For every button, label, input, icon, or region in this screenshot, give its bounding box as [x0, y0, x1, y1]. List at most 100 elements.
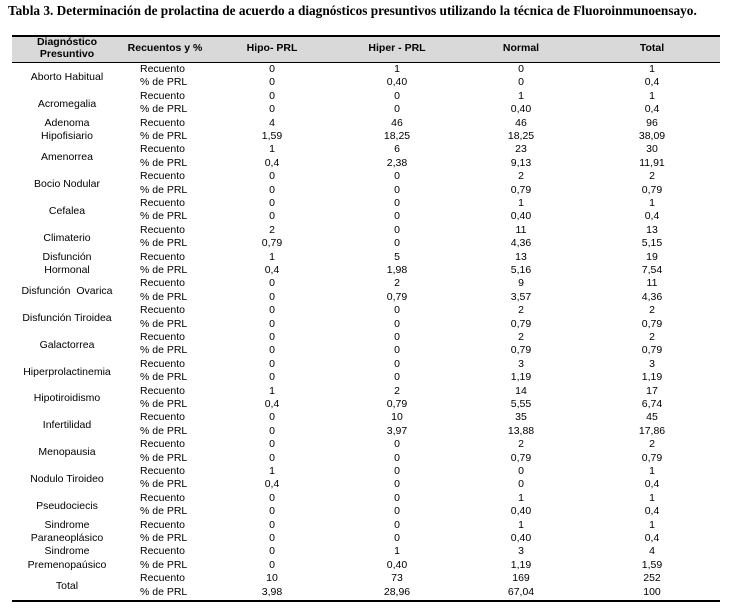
cell-value: 3	[518, 545, 524, 558]
cell-value: 0	[269, 344, 275, 357]
measure-label: % de PRL	[140, 585, 188, 598]
cell-value: 0,4	[644, 532, 660, 544]
cell-value: 0	[394, 451, 400, 464]
cell-value: 1,19	[510, 371, 532, 384]
cell-value: 1	[394, 63, 400, 75]
header-cell: Total	[639, 42, 665, 54]
cell-value: 2	[518, 438, 524, 451]
cell-value: 1	[269, 465, 275, 477]
measure-label: Recuento	[140, 438, 185, 451]
cell-value: 17	[646, 384, 658, 397]
cell-value: 0	[269, 76, 275, 89]
cell-value: 14	[515, 384, 527, 397]
diagnosis-label: Climaterio	[43, 231, 91, 244]
cell-value: 0	[394, 170, 400, 183]
cell-value: 11,91	[639, 156, 665, 169]
cell-value: 13,88	[507, 424, 535, 437]
cell-value: 9,13	[510, 156, 532, 169]
measure-label: % de PRL	[140, 344, 188, 357]
cell-value: 100	[643, 585, 661, 598]
header-cell: Presuntivo	[39, 48, 95, 60]
cell-value: 0	[394, 317, 400, 330]
header-cell: Normal	[502, 42, 540, 54]
header-cell: Recuentos y %	[127, 42, 203, 54]
cell-value: 1	[269, 250, 275, 263]
cell-value: 0,40	[510, 505, 532, 518]
cell-value: 45	[646, 411, 658, 424]
measure-label: % de PRL	[140, 237, 188, 250]
cell-value: 2	[649, 331, 655, 343]
cell-value: 0,79	[510, 183, 532, 196]
measure-label: Recuento	[140, 384, 185, 397]
header-rule	[12, 62, 720, 63]
cell-value: 46	[515, 116, 527, 129]
cell-value: 0	[269, 304, 275, 317]
cell-value: 0	[518, 465, 524, 477]
measure-label: Recuento	[140, 277, 185, 290]
cell-value: 1	[518, 89, 524, 102]
cell-value: 46	[391, 116, 403, 129]
cell-value: 1	[394, 545, 400, 558]
measure-label: Recuento	[140, 491, 185, 504]
cell-value: 0,40	[386, 558, 408, 571]
diagnosis-label: Hiperprolactinemia	[23, 365, 111, 378]
measure-label: % de PRL	[140, 76, 188, 89]
diagnosis-label: Aborto Habitual	[30, 70, 104, 83]
cell-value: 1,59	[641, 558, 663, 571]
measure-label: % de PRL	[140, 183, 188, 196]
measure-label: % de PRL	[140, 505, 188, 518]
cell-value: 30	[646, 143, 658, 156]
cell-value: 3	[649, 357, 655, 370]
diagnosis-label: Galactorrea	[39, 338, 95, 351]
cell-value: 5,16	[510, 264, 532, 276]
cell-value: 0	[394, 103, 400, 116]
cell-value: 0,79	[641, 183, 663, 196]
cell-value: 2	[394, 384, 400, 397]
cell-value: 1	[649, 518, 655, 531]
cell-value: 10	[391, 411, 403, 424]
measure-label: % de PRL	[140, 398, 188, 410]
cell-value: 0	[269, 491, 275, 504]
cell-value: 2	[649, 304, 655, 317]
cell-value: 0	[269, 290, 275, 303]
cell-value: 73	[391, 572, 403, 585]
cell-value: 0,40	[510, 103, 532, 116]
cell-value: 0	[394, 505, 400, 518]
cell-value: 28,96	[383, 585, 411, 598]
cell-value: 0	[518, 478, 524, 491]
measure-label: Recuento	[140, 304, 185, 317]
cell-value: 9	[518, 277, 524, 290]
cell-value: 2	[518, 331, 524, 343]
cell-value: 0	[394, 438, 400, 451]
cell-value: 11	[646, 277, 658, 290]
cell-value: 0	[394, 344, 400, 357]
cell-value: 1	[518, 491, 524, 504]
cell-value: 0,79	[386, 290, 408, 303]
cell-value: 4	[649, 545, 655, 558]
cell-value: 1	[269, 384, 275, 397]
cell-value: 1	[649, 63, 655, 75]
cell-value: 0,79	[386, 398, 408, 410]
diagnosis-label: Nodulo Tiroideo	[30, 472, 104, 485]
cell-value: 0	[394, 304, 400, 317]
cell-value: 18,25	[383, 130, 411, 142]
cell-value: 0	[394, 491, 400, 504]
measure-label: % de PRL	[140, 156, 188, 169]
cell-value: 2	[518, 170, 524, 183]
cell-value: 2	[649, 438, 655, 451]
cell-value: 0,4	[644, 478, 660, 491]
cell-value: 0	[269, 532, 275, 544]
measure-label: Recuento	[140, 250, 185, 263]
cell-value: 0	[269, 197, 275, 209]
cell-value: 5	[394, 250, 400, 263]
measure-label: % de PRL	[140, 264, 188, 276]
cell-value: 0	[269, 183, 275, 196]
measure-label: % de PRL	[140, 424, 188, 437]
cell-value: 0	[394, 223, 400, 236]
cell-value: 0	[394, 518, 400, 531]
diagnosis-label: Infertilidad	[42, 419, 92, 432]
measure-label: Recuento	[140, 331, 185, 343]
cell-value: 0,40	[510, 532, 532, 544]
measure-label: % de PRL	[140, 478, 188, 491]
cell-value: 5,15	[641, 237, 663, 250]
